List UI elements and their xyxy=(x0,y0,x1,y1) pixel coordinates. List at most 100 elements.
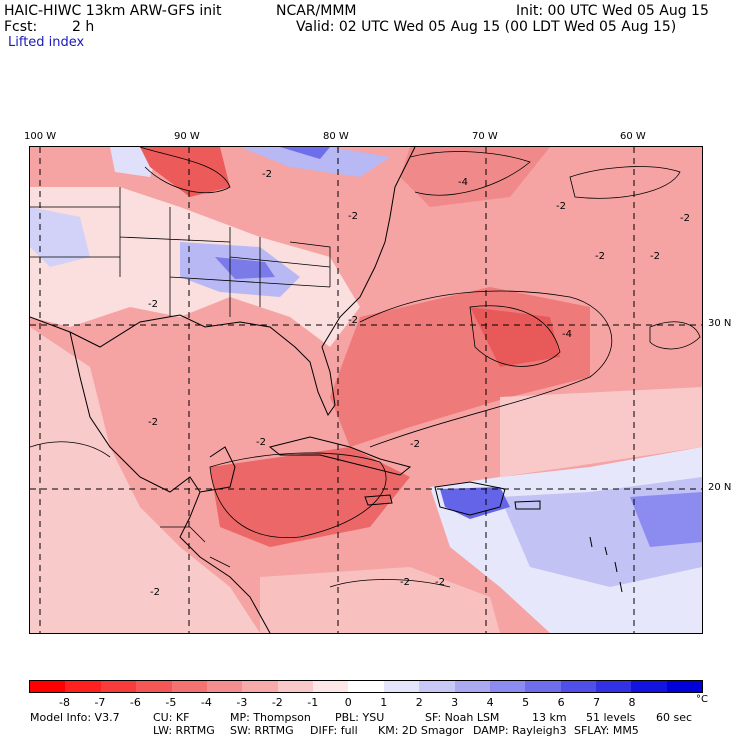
colorbar-swatch xyxy=(631,681,667,692)
colorbar-swatch xyxy=(348,681,384,692)
longitude-label: 90 W xyxy=(174,131,200,142)
colorbar-swatch xyxy=(489,681,526,692)
model-info-item: PBL: YSU xyxy=(335,711,385,724)
colorbar-tick-label: -4 xyxy=(200,696,212,709)
contour-label: -4 xyxy=(458,177,468,188)
state-borders xyxy=(30,187,331,317)
colorbar-swatch xyxy=(30,681,66,692)
unstable-core xyxy=(140,147,230,197)
contour-label: -2 xyxy=(650,251,660,262)
unstable-region xyxy=(400,147,550,207)
contour-label: -2 xyxy=(148,299,158,310)
contour-lines xyxy=(30,147,701,588)
hispaniola-coastline xyxy=(434,481,506,516)
model-info-item: Model Info: V3.7 xyxy=(30,711,120,724)
colorbar-tick-label: 3 xyxy=(451,696,459,709)
stable-core xyxy=(630,492,702,547)
colorbar-swatch xyxy=(525,681,561,692)
valid-time: Valid: 02 UTC Wed 05 Aug 15 (00 LDT Wed … xyxy=(296,19,677,35)
longitude-label: 80 W xyxy=(323,131,349,142)
colorbar-swatch xyxy=(313,681,349,692)
colorbar-tick-label: 8 xyxy=(628,696,636,709)
contour-label: -2 xyxy=(256,437,266,448)
colorbar-swatch xyxy=(560,681,596,692)
model-info-item: 60 sec xyxy=(656,711,693,724)
lesser-antilles xyxy=(589,536,623,593)
colorbar-tick-label: 5 xyxy=(522,696,530,709)
colorbar-tick-label: -3 xyxy=(236,696,248,709)
stable-region xyxy=(30,207,90,267)
model-info-item: SFLAY: MM5 xyxy=(574,724,639,737)
contour-label: -2 xyxy=(435,577,445,588)
jamaica-coastline xyxy=(364,494,393,506)
stable-core xyxy=(440,487,510,519)
contour-label: -2 xyxy=(410,439,420,450)
colorbar-tick-label: 0 xyxy=(344,696,352,709)
contour-label: -2 xyxy=(400,577,410,588)
colorbar-tick-label: -6 xyxy=(129,696,141,709)
model-info-item: LW: RRTMG xyxy=(153,724,215,737)
contour-label: -2 xyxy=(556,201,566,212)
colorbar-swatch xyxy=(206,681,243,692)
unstable-region xyxy=(210,447,410,547)
colorbar-swatch xyxy=(454,681,490,692)
organization-label: NCAR/MMM xyxy=(276,3,357,19)
colorbar-swatch xyxy=(277,681,313,692)
lifted-index-map: -2 -2 -2 -4 -2 -2 -2 -2 -4 -2 -2 -2 -2 -… xyxy=(29,146,703,634)
colorbar-swatch xyxy=(419,681,455,692)
forecast-hours: 2 h xyxy=(72,19,95,35)
contour-label-group: -2 -2 -2 -4 -2 -2 -2 -2 -4 -2 -2 -2 -2 -… xyxy=(148,169,690,598)
contour-label: -2 xyxy=(348,211,358,222)
contour-label: -2 xyxy=(680,213,690,224)
colorbar-swatch xyxy=(242,681,278,692)
stable-region xyxy=(240,147,390,177)
model-info-item: KM: 2D Smagor xyxy=(378,724,464,737)
colorbar xyxy=(29,680,703,693)
model-title: HAIC-HIWC 13km ARW-GFS init xyxy=(4,3,222,19)
puerto-rico-coastline xyxy=(514,500,541,510)
model-info-item: DAMP: Rayleigh3 xyxy=(473,724,567,737)
model-info-item: 51 levels xyxy=(586,711,636,724)
contour-label: -2 xyxy=(150,587,160,598)
stable-core xyxy=(280,147,330,159)
field-name: Lifted index xyxy=(8,35,85,50)
colorbar-tick-label: -2 xyxy=(271,696,283,709)
latitude-label: 30 N xyxy=(708,318,732,329)
neutral-region xyxy=(500,387,702,477)
model-info-item: DIFF: full xyxy=(310,724,358,737)
colorbar-swatch xyxy=(65,681,101,692)
model-info-item: 13 km xyxy=(532,711,567,724)
neutral-region xyxy=(260,567,500,633)
init-time: Init: 00 UTC Wed 05 Aug 15 xyxy=(516,3,709,19)
colorbar-swatch xyxy=(100,681,137,692)
contour-label: -2 xyxy=(148,417,158,428)
latitude-label: 20 N xyxy=(708,482,732,493)
colorbar-tick-label: 7 xyxy=(593,696,601,709)
colorbar-tick-label: -5 xyxy=(165,696,177,709)
colorbar-tick-label: 1 xyxy=(380,696,388,709)
colorbar-tick-label: 4 xyxy=(486,696,494,709)
longitude-label: 60 W xyxy=(620,131,646,142)
model-info-item: CU: KF xyxy=(153,711,190,724)
country-borders xyxy=(160,526,231,568)
colorbar-tick-label: -7 xyxy=(94,696,106,709)
coastline xyxy=(30,147,416,417)
unstable-core xyxy=(470,307,560,367)
colorbar-tick-label: 6 xyxy=(557,696,565,709)
contour-label: -2 xyxy=(262,169,272,180)
model-info-item: SW: RRTMG xyxy=(230,724,294,737)
colorbar-tick-label: -8 xyxy=(58,696,70,709)
cuba-coastline xyxy=(268,436,412,476)
forecast-label: Fcst: xyxy=(4,19,38,35)
colorbar-tick-label: -1 xyxy=(307,696,319,709)
colorbar-swatch xyxy=(666,681,703,692)
model-info-item: MP: Thompson xyxy=(230,711,311,724)
model-info-item: SF: Noah LSM xyxy=(425,711,500,724)
colorbar-swatch xyxy=(171,681,207,692)
colorbar-unit: °C xyxy=(696,694,708,705)
contour-label: -4 xyxy=(562,329,572,340)
colorbar-swatch xyxy=(596,681,632,692)
colorbar-swatch xyxy=(383,681,420,692)
colorbar-swatch xyxy=(136,681,172,692)
longitude-label: 70 W xyxy=(472,131,498,142)
